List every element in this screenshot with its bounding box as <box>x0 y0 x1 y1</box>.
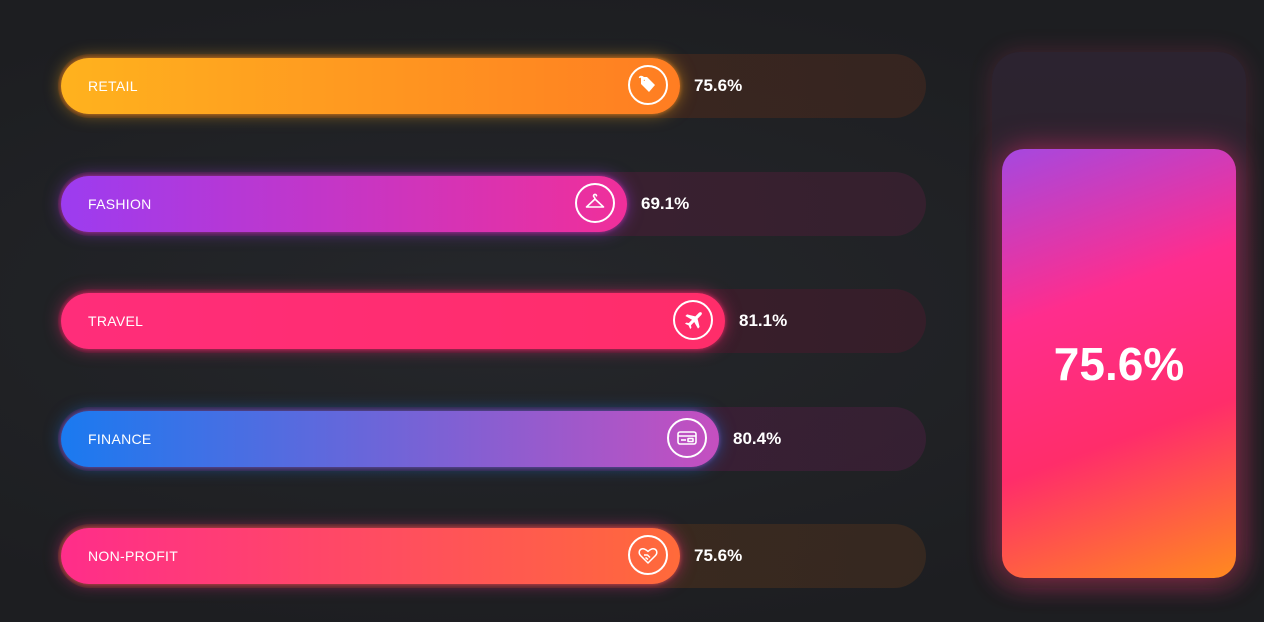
credit-card-icon <box>667 417 707 458</box>
bar-row-finance: FINANCE 80.4% <box>58 406 926 471</box>
bar-fill-retail <box>61 58 680 114</box>
gauge-fill <box>1002 149 1236 578</box>
bar-value-label: 81.1% <box>739 311 788 330</box>
heart-hands-icon <box>628 535 668 575</box>
bar-label: NON-PROFIT <box>88 548 179 564</box>
bar-fill-travel <box>61 293 725 349</box>
bar-label: FASHION <box>88 195 152 212</box>
gauge-value: 75.6% <box>1053 338 1185 390</box>
bar-row-non-profit: NON-PROFIT 75.6% <box>58 524 926 588</box>
bar-fill-non-profit <box>61 528 680 584</box>
bar-value-label: 75.6% <box>694 546 743 565</box>
bar-fill-finance <box>61 410 719 467</box>
bar-value-label: 75.6% <box>694 76 743 95</box>
bar-row-fashion: FASHION 69.1% <box>58 171 926 236</box>
bar-label: FINANCE <box>88 430 152 447</box>
bar-value-label: 80.4% <box>733 428 782 448</box>
gauge-panel: 75.6% <box>992 52 1246 588</box>
bar-label: TRAVEL <box>88 313 144 329</box>
airplane-icon <box>673 300 713 340</box>
bar-row-retail: RETAIL 75.6% <box>58 54 926 118</box>
price-tag-icon <box>628 65 668 105</box>
bar-fill-fashion <box>61 175 627 232</box>
bar-value-label: 69.1% <box>641 193 690 213</box>
bar-row-travel: TRAVEL 81.1% <box>58 289 926 353</box>
bar-label: RETAIL <box>88 78 138 94</box>
hanger-icon <box>575 182 615 223</box>
